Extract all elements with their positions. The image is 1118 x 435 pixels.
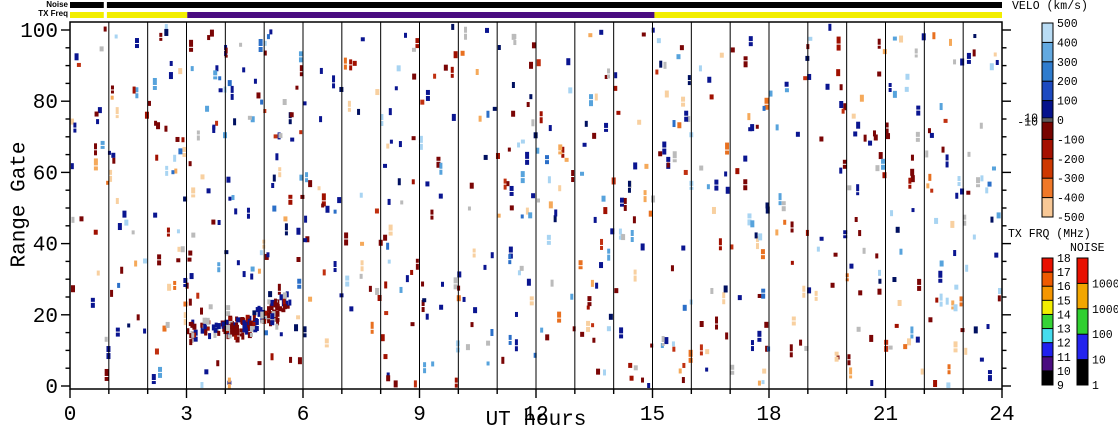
svg-text:100: 100 xyxy=(20,21,58,44)
svg-text:16: 16 xyxy=(1057,281,1071,294)
top-status-bars xyxy=(70,2,1003,18)
svg-text:0: 0 xyxy=(1057,115,1064,128)
svg-text:10: 10 xyxy=(1024,113,1038,126)
svg-text:18: 18 xyxy=(1057,253,1071,266)
svg-text:15: 15 xyxy=(1057,295,1071,308)
svg-text:9: 9 xyxy=(1057,380,1064,393)
svg-text:0: 0 xyxy=(45,377,58,400)
svg-text:20: 20 xyxy=(33,306,58,329)
svg-text:17: 17 xyxy=(1057,267,1071,280)
svg-text:10: 10 xyxy=(1092,355,1106,368)
svg-text:300: 300 xyxy=(1057,57,1078,70)
svg-text:13: 13 xyxy=(1057,324,1071,337)
svg-text:-300: -300 xyxy=(1057,173,1085,186)
svg-text:18: 18 xyxy=(756,404,781,427)
svg-text:80: 80 xyxy=(33,92,58,115)
svg-text:60: 60 xyxy=(33,163,58,186)
velocity-colorbar: 500 400 300 200 100 0 -100 -200 -300 -400 -500 10-1… xyxy=(1017,18,1084,225)
svg-text:9: 9 xyxy=(413,404,426,427)
hour-grid-lines xyxy=(108,22,964,389)
txfreq-bar-label: TX Freq xyxy=(38,9,68,18)
svg-text:-500: -500 xyxy=(1057,212,1085,225)
noise-colorbar: 10000 1000 100 10 1 xyxy=(1076,257,1118,393)
svg-text:200: 200 xyxy=(1057,76,1078,89)
svg-text:21: 21 xyxy=(873,404,898,427)
svg-text:-10: -10 xyxy=(1017,116,1038,129)
txfrq-colorbar-title: TX FRQ (MHz) xyxy=(1008,228,1091,241)
svg-text:500: 500 xyxy=(1057,18,1078,31)
x-axis-title: UT hours xyxy=(485,409,587,432)
svg-text:14: 14 xyxy=(1057,309,1071,322)
noise-bar-label: Noise xyxy=(46,0,68,9)
x-axis: 0 3 6 9 12 15 18 21 24 xyxy=(64,389,1015,427)
svg-text:12: 12 xyxy=(1057,338,1071,351)
svg-text:-400: -400 xyxy=(1057,193,1085,206)
svg-text:-100: -100 xyxy=(1057,134,1085,147)
svg-text:-200: -200 xyxy=(1057,154,1085,167)
svg-text:12: 12 xyxy=(523,404,548,427)
svg-text:6: 6 xyxy=(297,404,310,427)
y-axis: 0 20 40 60 80 100 xyxy=(20,21,1011,400)
svg-text:10: 10 xyxy=(1057,366,1071,379)
svg-text:1: 1 xyxy=(1092,380,1099,393)
svg-text:0: 0 xyxy=(64,404,77,427)
svg-text:40: 40 xyxy=(33,235,58,258)
svg-text:10000: 10000 xyxy=(1092,278,1118,291)
svg-text:15: 15 xyxy=(640,404,665,427)
svg-text:100: 100 xyxy=(1092,329,1113,342)
velocity-colorbar-title: VELO (km/s) xyxy=(1012,0,1088,13)
svg-text:100: 100 xyxy=(1057,96,1078,109)
svg-text:3: 3 xyxy=(180,404,193,427)
svg-text:11: 11 xyxy=(1057,352,1071,365)
noise-colorbar-title: NOISE xyxy=(1070,242,1105,255)
svg-text:400: 400 xyxy=(1057,37,1078,50)
svg-text:24: 24 xyxy=(989,404,1014,427)
svg-text:1000: 1000 xyxy=(1092,304,1118,317)
